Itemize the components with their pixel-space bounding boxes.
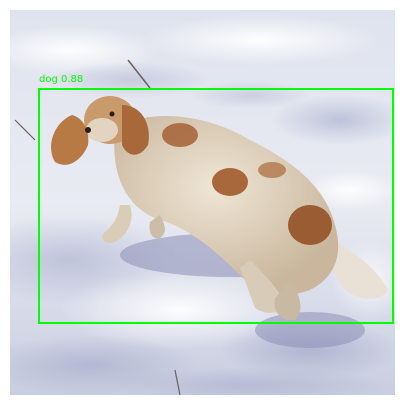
photo-frame: dog 0.88 bbox=[10, 10, 395, 395]
detection-label: dog 0.88 bbox=[39, 74, 84, 85]
snow-scene-photo bbox=[10, 10, 395, 395]
detection-box bbox=[38, 88, 394, 324]
dog bbox=[51, 96, 388, 321]
